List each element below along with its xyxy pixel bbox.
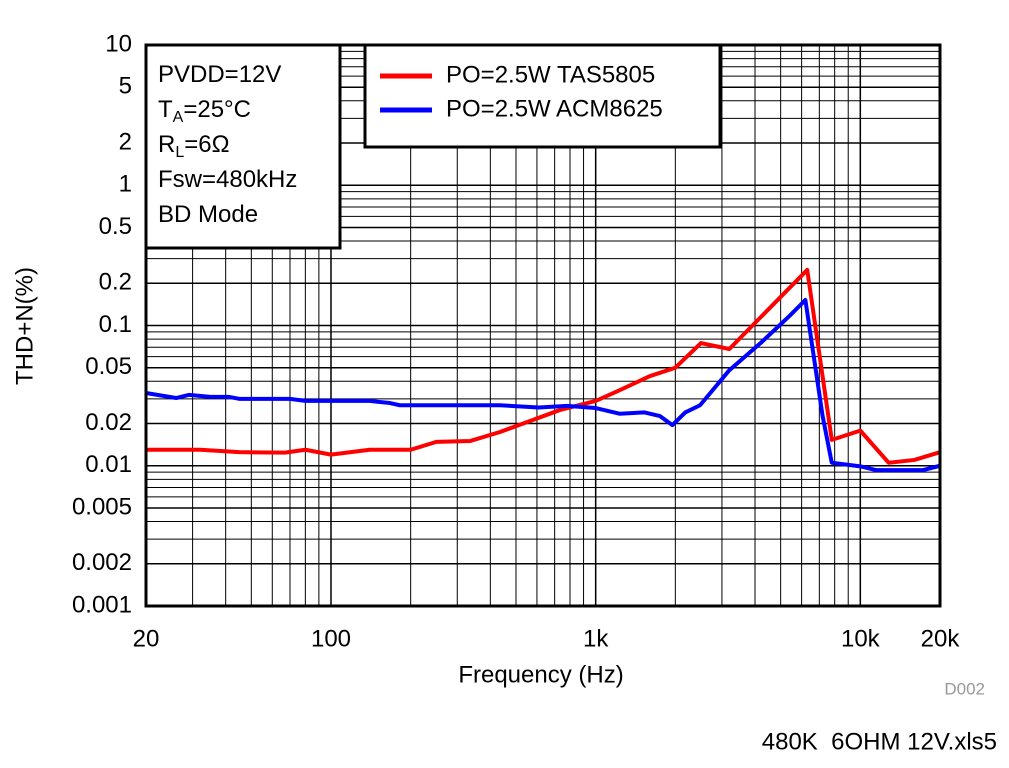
y-tick-label: 2 <box>119 128 132 155</box>
annotation-text: PVDD=12V <box>158 61 281 88</box>
y-tick-label: 10 <box>105 30 132 57</box>
y-tick-label: 0.01 <box>85 451 132 478</box>
legend-label: PO=2.5W TAS5805 <box>446 61 655 88</box>
legend: PO=2.5W TAS5805 PO=2.5W ACM8625 <box>363 43 722 149</box>
annotation-frame <box>144 43 342 250</box>
x-tick-label: 20 <box>133 625 160 652</box>
file-name: 480K 6OHM 12V.xls5 <box>762 728 997 755</box>
y-tick-label: 0.1 <box>99 311 132 338</box>
annotation-subscript: L <box>175 144 184 161</box>
y-tick-label: 5 <box>119 73 132 100</box>
legend-frame <box>363 43 722 149</box>
annotation-line: TA=25°C <box>158 96 251 126</box>
annotation-text: BD Mode <box>158 201 258 228</box>
figure-id: D002 <box>944 679 985 698</box>
x-tick-label: 20k <box>921 625 961 652</box>
annotation-text: T <box>158 96 173 123</box>
y-tick-label: 0.002 <box>72 549 132 576</box>
series-line <box>146 267 941 465</box>
y-tick-label: 0.05 <box>85 353 132 380</box>
annotation-text: R <box>158 131 175 158</box>
x-tick-label: 10k <box>841 625 881 652</box>
y-tick-label: 0.5 <box>99 213 132 240</box>
annotation-line: BD Mode <box>158 201 258 228</box>
annotation-line: PVDD=12V <box>158 61 281 88</box>
y-tick-label: 0.2 <box>99 269 132 296</box>
annotation-line: RL=6Ω <box>158 131 230 161</box>
plot-lines <box>145 267 941 473</box>
legend-label: PO=2.5W ACM8625 <box>446 95 663 122</box>
x-tick-label: 1k <box>583 625 609 652</box>
y-tick-label: 1 <box>119 171 132 198</box>
series-line <box>145 297 941 473</box>
y-tick-label: 0.005 <box>72 493 132 520</box>
annotation-text: Fsw=480kHz <box>158 166 297 193</box>
x-tick-label: 100 <box>311 625 351 652</box>
labels: 20 100 1k 10k 20k 10 5 2 1 0.5 0.2 0.1 0.05 0.02 0.01 0… <box>72 30 960 652</box>
y-tick-label: 0.02 <box>85 409 132 436</box>
x-axis-label: Frequency (Hz) <box>458 661 623 688</box>
y-tick-label: 0.001 <box>72 591 132 618</box>
annotation-line: Fsw=480kHz <box>158 166 297 193</box>
annotation-text: =6Ω <box>184 131 229 158</box>
annotation-text: =25°C <box>183 96 251 123</box>
annotation-box: PVDD=12V TA=25°C RL=6Ω Fsw=480kHz BD Mode <box>144 43 342 250</box>
y-axis-label: THD+N(%) <box>11 267 38 385</box>
annotation-subscript: A <box>173 109 184 126</box>
